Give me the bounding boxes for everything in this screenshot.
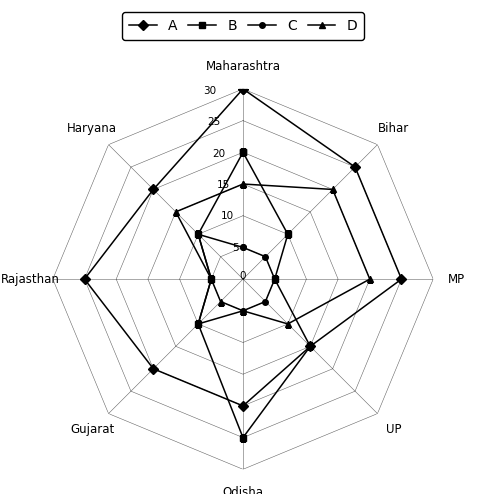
Text: 15: 15 [217,180,230,190]
Text: 10: 10 [221,211,234,221]
Text: 30: 30 [204,86,217,96]
Legend: A, B, C, D: A, B, C, D [122,12,364,40]
Text: 0: 0 [240,271,246,281]
Text: 20: 20 [212,149,226,159]
Text: 25: 25 [208,117,221,127]
Text: 5: 5 [232,243,239,253]
